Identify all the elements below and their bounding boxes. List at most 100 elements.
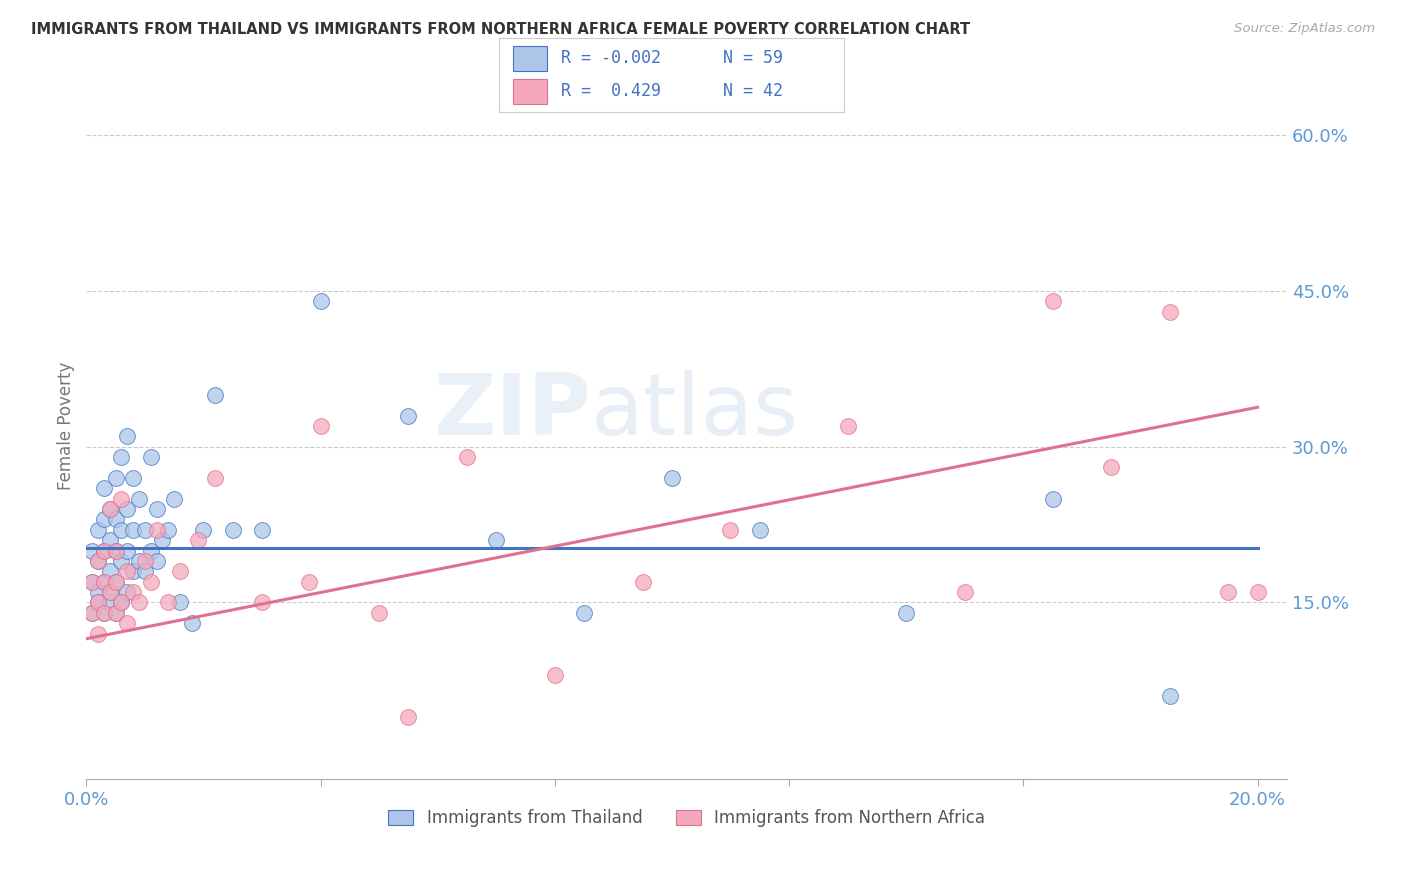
Text: R =  0.429: R = 0.429 bbox=[561, 82, 661, 100]
Point bbox=[93, 574, 115, 589]
Text: Source: ZipAtlas.com: Source: ZipAtlas.com bbox=[1234, 22, 1375, 36]
Point bbox=[104, 606, 127, 620]
Point bbox=[396, 709, 419, 723]
Point bbox=[139, 574, 162, 589]
Point bbox=[544, 668, 567, 682]
Point bbox=[139, 543, 162, 558]
Point bbox=[110, 595, 132, 609]
Point bbox=[87, 595, 110, 609]
Point bbox=[117, 543, 139, 558]
Point bbox=[87, 554, 110, 568]
Point bbox=[93, 543, 115, 558]
Point bbox=[396, 409, 419, 423]
Point bbox=[117, 616, 139, 631]
Point bbox=[157, 523, 180, 537]
Point bbox=[87, 626, 110, 640]
Point bbox=[309, 419, 332, 434]
Point bbox=[104, 606, 127, 620]
Point bbox=[661, 471, 683, 485]
Point bbox=[82, 606, 104, 620]
Point bbox=[93, 574, 115, 589]
Point bbox=[87, 585, 110, 599]
Point bbox=[128, 491, 150, 506]
Point bbox=[134, 554, 156, 568]
Point bbox=[250, 595, 273, 609]
Point bbox=[87, 595, 110, 609]
Point bbox=[93, 512, 115, 526]
Point bbox=[1042, 294, 1064, 309]
Point bbox=[82, 574, 104, 589]
Point bbox=[87, 523, 110, 537]
Point bbox=[134, 564, 156, 578]
Point bbox=[204, 388, 226, 402]
Point bbox=[93, 606, 115, 620]
Point bbox=[169, 564, 191, 578]
Point bbox=[93, 481, 115, 495]
Point bbox=[110, 491, 132, 506]
Point bbox=[104, 543, 127, 558]
Point bbox=[82, 606, 104, 620]
Point bbox=[298, 574, 321, 589]
Point bbox=[117, 564, 139, 578]
Text: N = 42: N = 42 bbox=[723, 82, 783, 100]
Point bbox=[1099, 460, 1122, 475]
Point bbox=[98, 502, 121, 516]
Point bbox=[157, 595, 180, 609]
Point bbox=[98, 595, 121, 609]
Point bbox=[110, 595, 132, 609]
Point bbox=[456, 450, 478, 464]
Point bbox=[82, 543, 104, 558]
Point bbox=[720, 523, 742, 537]
Point bbox=[87, 554, 110, 568]
Point bbox=[122, 471, 145, 485]
Point bbox=[222, 523, 245, 537]
Bar bbox=[513, 79, 547, 104]
Point bbox=[128, 595, 150, 609]
Point bbox=[145, 523, 167, 537]
Point bbox=[98, 533, 121, 548]
Text: IMMIGRANTS FROM THAILAND VS IMMIGRANTS FROM NORTHERN AFRICA FEMALE POVERTY CORRE: IMMIGRANTS FROM THAILAND VS IMMIGRANTS F… bbox=[31, 22, 970, 37]
Point bbox=[180, 616, 202, 631]
Point bbox=[1159, 689, 1181, 703]
Point bbox=[631, 574, 654, 589]
Text: atlas: atlas bbox=[591, 370, 799, 453]
Point bbox=[122, 523, 145, 537]
Point bbox=[110, 450, 132, 464]
Point bbox=[368, 606, 391, 620]
Point bbox=[193, 523, 215, 537]
Point bbox=[98, 564, 121, 578]
Text: R = -0.002: R = -0.002 bbox=[561, 49, 661, 67]
Point bbox=[748, 523, 770, 537]
Point bbox=[110, 554, 132, 568]
Point bbox=[1159, 304, 1181, 318]
Point bbox=[1218, 585, 1240, 599]
Point bbox=[117, 585, 139, 599]
Point bbox=[572, 606, 595, 620]
Point bbox=[98, 502, 121, 516]
Point bbox=[145, 554, 167, 568]
Point bbox=[122, 564, 145, 578]
Legend: Immigrants from Thailand, Immigrants from Northern Africa: Immigrants from Thailand, Immigrants fro… bbox=[381, 803, 991, 834]
Text: N = 59: N = 59 bbox=[723, 49, 783, 67]
Point bbox=[117, 502, 139, 516]
Point bbox=[204, 471, 226, 485]
Point bbox=[1042, 491, 1064, 506]
Point bbox=[187, 533, 209, 548]
Point bbox=[1246, 585, 1268, 599]
Point bbox=[163, 491, 186, 506]
Point bbox=[110, 523, 132, 537]
Point bbox=[145, 502, 167, 516]
Point bbox=[104, 512, 127, 526]
Point bbox=[152, 533, 174, 548]
Point bbox=[122, 585, 145, 599]
Point bbox=[896, 606, 918, 620]
Point bbox=[128, 554, 150, 568]
Point bbox=[104, 574, 127, 589]
Point bbox=[953, 585, 976, 599]
Point bbox=[104, 543, 127, 558]
Point bbox=[104, 574, 127, 589]
Point bbox=[139, 450, 162, 464]
Text: ZIP: ZIP bbox=[433, 370, 591, 453]
Point bbox=[98, 585, 121, 599]
Point bbox=[250, 523, 273, 537]
